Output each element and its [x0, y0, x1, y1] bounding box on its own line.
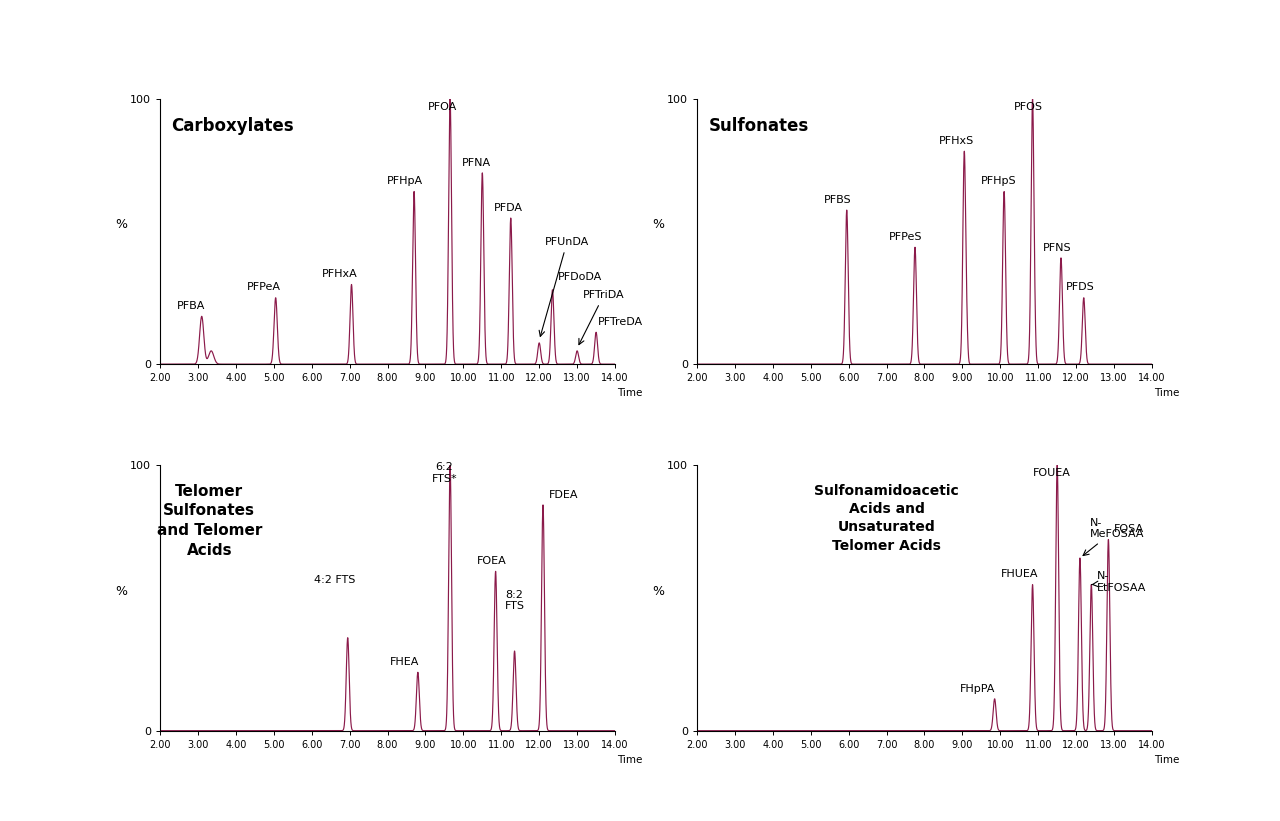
Text: FHpPA: FHpPA: [960, 684, 996, 694]
Text: PFOA: PFOA: [428, 102, 457, 112]
Text: PFHxA: PFHxA: [323, 269, 358, 279]
Y-axis label: %: %: [115, 218, 128, 232]
Text: N-
MeFOSAA: N- MeFOSAA: [1083, 518, 1144, 556]
Text: 6:2
FTS*: 6:2 FTS*: [431, 462, 457, 484]
Text: Sulfonamidoacetic
Acids and
Unsaturated
Telomer Acids: Sulfonamidoacetic Acids and Unsaturated …: [814, 484, 959, 553]
Text: PFNA: PFNA: [462, 158, 492, 167]
Text: Carboxylates: Carboxylates: [172, 117, 294, 135]
Text: PFHpS: PFHpS: [980, 177, 1016, 186]
Text: PFDoDA: PFDoDA: [558, 272, 603, 282]
Y-axis label: %: %: [115, 585, 128, 598]
Text: FOSA: FOSA: [1114, 524, 1144, 534]
Text: FOUEA: FOUEA: [1033, 468, 1070, 479]
Text: FDEA: FDEA: [549, 489, 579, 500]
Text: FOEA: FOEA: [477, 556, 507, 566]
Text: PFBS: PFBS: [823, 195, 851, 204]
Text: PFBA: PFBA: [177, 301, 205, 311]
Text: PFPeA: PFPeA: [247, 282, 282, 292]
Text: N-
EtFOSAA: N- EtFOSAA: [1092, 571, 1147, 593]
Text: PFTriDA: PFTriDA: [579, 291, 625, 345]
Text: FHUEA: FHUEA: [1001, 569, 1038, 580]
Text: 8:2
FTS: 8:2 FTS: [504, 589, 525, 611]
Text: PFOS: PFOS: [1014, 102, 1043, 112]
Text: PFHpA: PFHpA: [387, 177, 422, 186]
Text: Time: Time: [1153, 754, 1179, 764]
Text: 4:2 FTS: 4:2 FTS: [314, 575, 355, 585]
Text: PFDA: PFDA: [494, 203, 524, 213]
Text: PFUnDA: PFUnDA: [539, 237, 589, 337]
Text: PFDS: PFDS: [1065, 282, 1094, 292]
Text: PFPeS: PFPeS: [888, 232, 923, 242]
Text: Sulfonates: Sulfonates: [708, 117, 809, 135]
Text: Time: Time: [617, 754, 643, 764]
Y-axis label: %: %: [653, 218, 664, 232]
Text: PFTreDA: PFTreDA: [598, 317, 643, 327]
Text: PFNS: PFNS: [1043, 242, 1071, 253]
Text: Time: Time: [617, 388, 643, 398]
Y-axis label: %: %: [653, 585, 664, 598]
Text: Time: Time: [1153, 388, 1179, 398]
Text: FHEA: FHEA: [390, 657, 420, 667]
Text: Telomer
Sulfonates
and Telomer
Acids: Telomer Sulfonates and Telomer Acids: [156, 484, 262, 558]
Text: PFHxS: PFHxS: [940, 136, 974, 146]
